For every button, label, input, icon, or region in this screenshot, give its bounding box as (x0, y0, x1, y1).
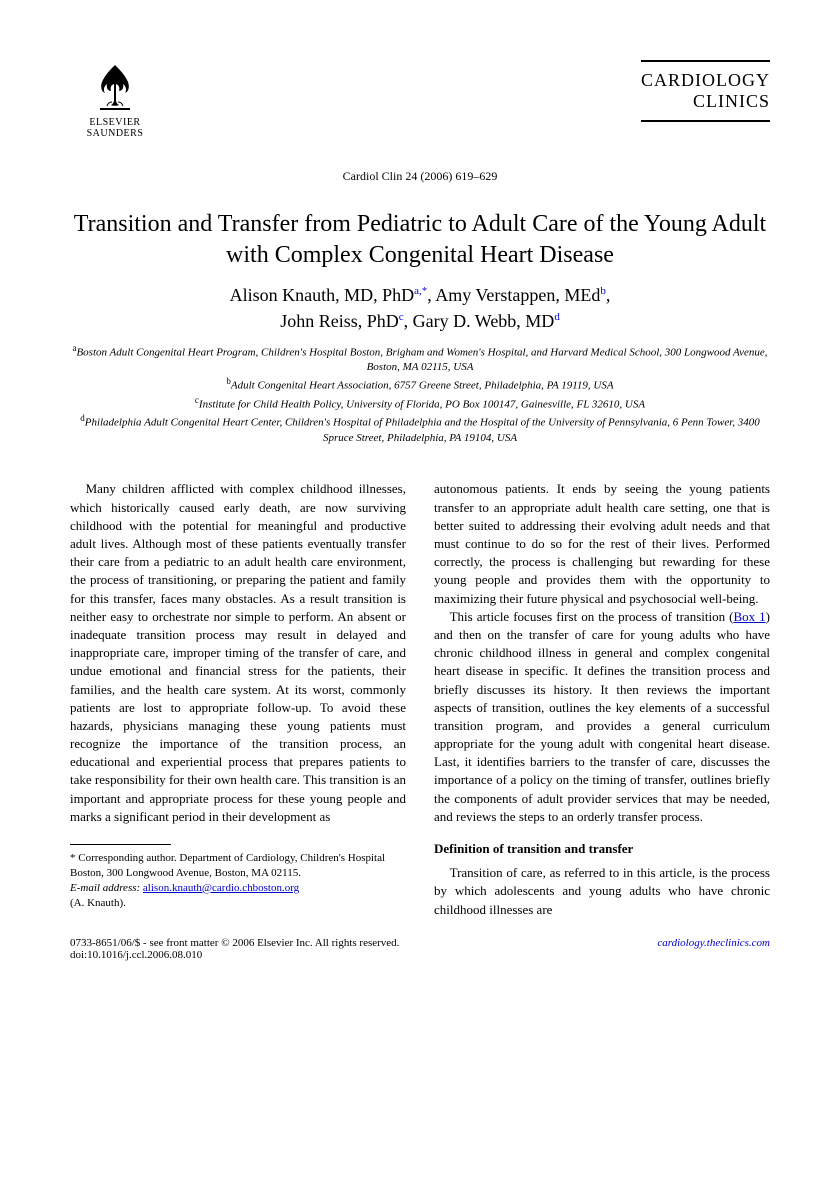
column-right: autonomous patients. It ends by seeing t… (434, 480, 770, 918)
email-tail: (A. Knauth). (70, 896, 406, 911)
authors-block: Alison Knauth, MD, PhDa,*, Amy Verstappe… (70, 283, 770, 333)
para-1: Many children afflicted with complex chi… (70, 480, 406, 826)
author-3: John Reiss, PhD (280, 311, 399, 331)
author-1: Alison Knauth, MD, PhD (230, 285, 415, 305)
header-row: ELSEVIER SAUNDERS CARDIOLOGY CLINICS (70, 60, 770, 139)
page-container: ELSEVIER SAUNDERS CARDIOLOGY CLINICS Car… (0, 0, 840, 1001)
elsevier-tree-icon (90, 60, 140, 115)
affiliation-d: Philadelphia Adult Congenital Heart Cent… (85, 417, 760, 444)
aff-link-a[interactable]: a, (414, 285, 422, 297)
affiliation-b: Adult Congenital Heart Association, 6757… (231, 380, 614, 392)
aff-link-b[interactable]: b (600, 285, 606, 297)
para-3b: ) and then on the transfer of care for y… (434, 609, 770, 824)
publisher-name: ELSEVIER SAUNDERS (87, 117, 144, 139)
footer: 0733-8651/06/$ - see front matter © 2006… (70, 937, 770, 961)
affiliation-a: Boston Adult Congenital Heart Program, C… (76, 346, 767, 373)
para-2: autonomous patients. It ends by seeing t… (434, 480, 770, 607)
citation: Cardiol Clin 24 (2006) 619–629 (70, 169, 770, 184)
para-3a: This article focuses first on the proces… (450, 609, 734, 624)
copyright-line: 0733-8651/06/$ - see front matter © 2006… (70, 937, 399, 949)
footnote-rule (70, 844, 171, 845)
publisher-line1: ELSEVIER (89, 117, 140, 128)
author-2-pre: , Amy Verstappen, MEd (427, 285, 600, 305)
email-link[interactable]: alison.knauth@cardio.chboston.org (143, 882, 299, 894)
para-3: This article focuses first on the proces… (434, 608, 770, 826)
footer-right: cardiology.theclinics.com (657, 937, 770, 961)
para-4: Transition of care, as referred to in th… (434, 864, 770, 919)
journal-box: CARDIOLOGY CLINICS (641, 60, 770, 126)
journal-line2: CLINICS (641, 91, 770, 112)
footer-left: 0733-8651/06/$ - see front matter © 2006… (70, 937, 399, 961)
email-line: E-mail address: alison.knauth@cardio.chb… (70, 881, 406, 896)
box-1-link[interactable]: Box 1 (733, 609, 765, 624)
body-columns: Many children afflicted with complex chi… (70, 480, 770, 918)
affiliation-c: Institute for Child Health Policy, Unive… (199, 398, 645, 410)
doi-line: doi:10.1016/j.ccl.2006.08.010 (70, 949, 202, 961)
affiliations-block: aBoston Adult Congenital Heart Program, … (70, 342, 770, 446)
author-4-pre: , Gary D. Webb, MD (404, 311, 555, 331)
publisher-block: ELSEVIER SAUNDERS (70, 60, 160, 139)
section-heading: Definition of transition and transfer (434, 840, 770, 858)
column-left: Many children afflicted with complex chi… (70, 480, 406, 918)
journal-url-link[interactable]: cardiology.theclinics.com (657, 937, 770, 949)
publisher-line2: SAUNDERS (87, 128, 144, 139)
journal-line1: CARDIOLOGY (641, 70, 770, 90)
email-label: E-mail address: (70, 882, 140, 894)
journal-title: CARDIOLOGY CLINICS (641, 60, 770, 122)
footnotes: * Corresponding author. Department of Ca… (70, 851, 406, 910)
article-title: Transition and Transfer from Pediatric t… (70, 209, 770, 271)
corresponding-note: * Corresponding author. Department of Ca… (70, 851, 406, 881)
aff-link-d[interactable]: d (554, 311, 560, 323)
